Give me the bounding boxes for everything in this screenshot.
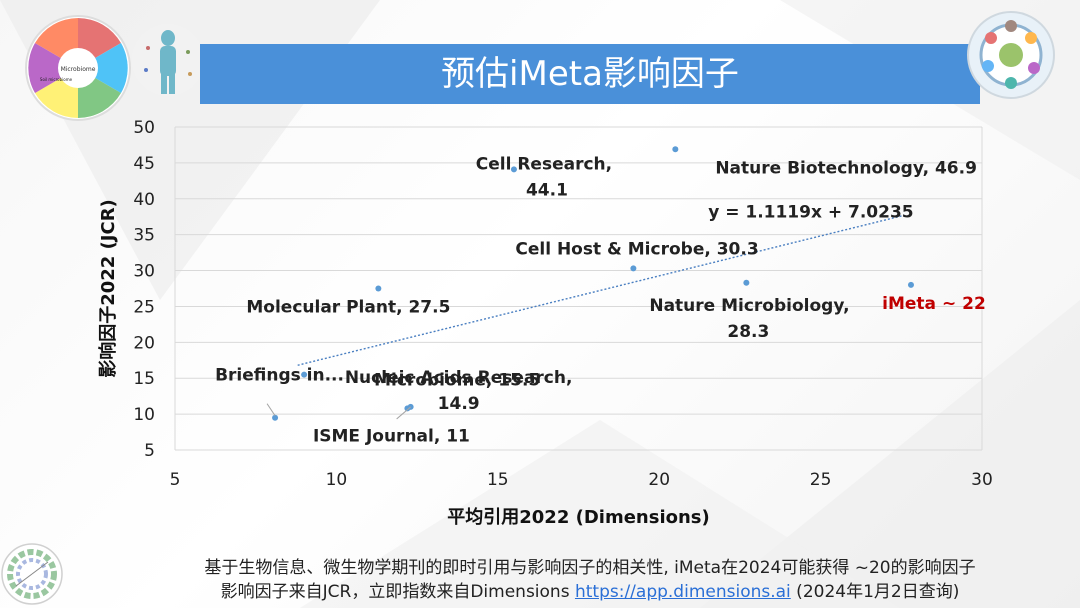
trendline bbox=[297, 214, 905, 366]
axes-layer: 5 10 15 20 25 30 35 40 45 50 5 10 15 20 25 30 平均引用2022 (… bbox=[97, 118, 993, 528]
y-tick-label-10: 10 bbox=[133, 405, 155, 425]
x-tick-label-15: 15 bbox=[487, 470, 509, 490]
point-cell-host-microbe bbox=[630, 265, 637, 272]
point-nature-microbiology bbox=[743, 279, 750, 286]
network-circle-logo bbox=[1, 543, 63, 605]
point-isme-journal bbox=[404, 405, 411, 412]
y-tick-label-15: 15 bbox=[133, 369, 155, 389]
y-tick-label-25: 25 bbox=[133, 297, 155, 317]
point-label-isme-journal: ISME Journal, 11 bbox=[313, 426, 470, 446]
x-tick-label-10: 10 bbox=[326, 470, 348, 490]
title-band bbox=[200, 44, 980, 104]
point-molecular-plant bbox=[375, 285, 382, 292]
point-microbiome bbox=[301, 371, 308, 378]
wheel-center-text: Microbiome bbox=[61, 66, 96, 73]
point-cell-research bbox=[510, 166, 517, 173]
footnote-line-2: 影响因子来自JCR，立即指数来自Dimensions https://app.d… bbox=[120, 577, 1060, 602]
y-axis-title: 影响因子2022 (JCR) bbox=[97, 199, 119, 378]
point-label-cell-research: Cell Research, bbox=[476, 154, 612, 174]
y-tick-label-45: 45 bbox=[133, 154, 155, 174]
imeta-circle-logo bbox=[967, 11, 1055, 99]
point-label-imeta: iMeta ~ 22 bbox=[882, 294, 986, 314]
gridlines bbox=[174, 126, 983, 451]
point-nature-biotechnology bbox=[672, 146, 679, 153]
point-imeta bbox=[907, 281, 914, 288]
dimensions-link[interactable]: https://app.dimensions.ai bbox=[574, 582, 791, 602]
point-label-nature-biotechnology: Nature Biotechnology, 46.9 bbox=[715, 158, 977, 178]
point-label-briefings-in-bioinformatics: Briefings in... bbox=[215, 366, 344, 386]
slide-title: 预估iMeta影响因子 bbox=[441, 54, 739, 94]
y-tick-label-5: 5 bbox=[144, 441, 155, 461]
point-label-value-nucleic-acids-research: 14.9 bbox=[438, 394, 480, 414]
y-tick-label-35: 35 bbox=[133, 226, 155, 246]
point-label-microbiome: Microbiome, 15.5 bbox=[374, 371, 540, 391]
point-label-cell-host-microbe: Cell Host & Microbe, 30.3 bbox=[515, 239, 758, 259]
y-tick-label-50: 50 bbox=[133, 118, 155, 138]
leader-line-briefings-in-bioinformatics bbox=[266, 403, 276, 416]
trendline-layer bbox=[297, 214, 905, 366]
point-briefings-in-bioinformatics bbox=[272, 414, 279, 421]
point-label-value-nature-microbiology: 28.3 bbox=[727, 322, 769, 342]
footnote-date: (2024年1月2日查询) bbox=[790, 582, 960, 602]
point-label-nature-microbiology: Nature Microbiology, bbox=[649, 296, 849, 316]
point-label-molecular-plant: Molecular Plant, 27.5 bbox=[246, 298, 450, 318]
leader-line-nucleic-acids-research bbox=[396, 406, 411, 420]
x-tick-label-25: 25 bbox=[810, 470, 832, 490]
y-tick-label-20: 20 bbox=[133, 333, 155, 353]
point-label-value-cell-research: 44.1 bbox=[526, 180, 568, 200]
footnote-line-1: 基于生物信息、微生物学期刊的即时引用与影响因子的相关性, iMeta在2024可… bbox=[204, 558, 976, 578]
y-tick-label-40: 40 bbox=[133, 190, 155, 210]
wheel-segment-text: Soil microbiome bbox=[40, 77, 73, 82]
point-label-nucleic-acids-research: Nucleic Acids Research, bbox=[345, 368, 573, 388]
x-tick-label-20: 20 bbox=[648, 470, 670, 490]
footnote-source: 影响因子来自JCR，立即指数来自Dimensions bbox=[220, 582, 575, 602]
x-tick-label-5: 5 bbox=[170, 470, 181, 490]
microbiome-wheel-logo: Microbiome Soil microbiome bbox=[25, 15, 200, 121]
x-tick-label-30: 30 bbox=[971, 470, 993, 490]
y-tick-label-30: 30 bbox=[133, 262, 155, 282]
labels-layer: y = 1.1119x + 7.0235 Nature Biotechnology… bbox=[215, 154, 986, 446]
trendline-equation: y = 1.1119x + 7.0235 bbox=[708, 202, 913, 222]
x-axis-title: 平均引用2022 (Dimensions) bbox=[447, 506, 710, 528]
